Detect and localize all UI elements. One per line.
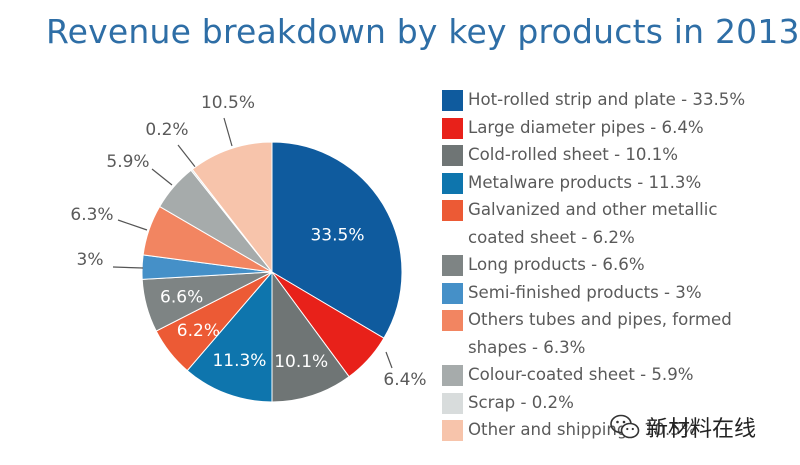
leader-line — [151, 168, 173, 186]
legend-label: Other and shipping - 10.5% — [468, 420, 697, 439]
leader-line — [117, 219, 148, 231]
legend-swatch — [442, 145, 463, 166]
slice-label: 10.5% — [201, 93, 255, 113]
leader-line — [223, 117, 233, 147]
legend-item: Cold-rolled sheet - 10.1% — [442, 141, 792, 169]
leader-line — [112, 266, 144, 269]
legend-item: Galvanized and other metallic coated she… — [442, 196, 792, 251]
legend-label: Others tubes and pipes, formed shapes - … — [468, 310, 732, 357]
legend-item: Metalware products - 11.3% — [442, 169, 792, 197]
slice-label: 6.4% — [383, 370, 426, 390]
slice-label: 0.2% — [145, 120, 188, 140]
wechat-icon — [610, 414, 640, 439]
legend-swatch — [442, 90, 463, 111]
legend-swatch — [442, 392, 463, 414]
pie-slice — [186, 270, 273, 403]
slice-label: 6.3% — [70, 205, 113, 225]
legend-item: Others tubes and pipes, formed shapes - … — [442, 306, 792, 361]
slice-label: 6.6% — [160, 287, 203, 307]
legend-item: Hot-rolled strip and plate - 33.5% — [442, 86, 792, 114]
legend-label: Semi-finished products - 3% — [468, 282, 702, 302]
legend-label: Large diameter pipes - 6.4% — [468, 117, 704, 137]
pie-slice — [271, 270, 350, 403]
legend-label: Galvanized and other metallic coated she… — [468, 200, 718, 247]
watermark-text: 新材料在线 — [646, 417, 757, 442]
legend-swatch — [442, 172, 463, 194]
slice-label: 10.1% — [274, 352, 328, 372]
slice-label: 6.2% — [177, 321, 220, 341]
slice-label: 11.3% — [212, 351, 266, 371]
slice-label: 5.9% — [106, 152, 149, 172]
legend-item: Long products - 6.6% — [442, 251, 792, 279]
slice-label: 33.5% — [310, 226, 364, 246]
legend-swatch — [442, 420, 463, 441]
legend-item: Large diameter pipes - 6.4% — [442, 114, 792, 142]
leader-line — [177, 144, 197, 169]
legend-label: Hot-rolled strip and plate - 33.5% — [468, 90, 746, 109]
watermark: 新材料在线 — [610, 412, 756, 442]
legend-label: Scrap - 0.2% — [468, 392, 574, 412]
legend-label: Colour-coated sheet - 5.9% — [468, 365, 694, 384]
slice-label: 3% — [77, 250, 104, 270]
legend: Hot-rolled strip and plate - 33.5% Large … — [442, 86, 792, 444]
leader-line — [385, 351, 393, 369]
legend-item: Scrap - 0.2% — [442, 389, 792, 417]
legend-swatch — [442, 255, 463, 276]
legend-swatch — [442, 310, 463, 331]
legend-swatch — [442, 365, 463, 386]
legend-item: Colour-coated sheet - 5.9% — [442, 361, 792, 389]
legend-swatch — [442, 200, 463, 221]
pie-slice — [271, 141, 403, 339]
legend-item: Other and shipping - 10.5% — [442, 416, 792, 444]
legend-label: Metalware products - 11.3% — [468, 172, 702, 192]
legend-label: Cold-rolled sheet - 10.1% — [468, 145, 679, 164]
legend-label: Long products - 6.6% — [468, 255, 645, 274]
legend-swatch — [442, 117, 463, 139]
legend-item: Semi-finished products - 3% — [442, 279, 792, 307]
chart-title: Revenue breakdown by key products in 201… — [46, 12, 800, 51]
pie-slice — [191, 141, 273, 274]
legend-swatch — [442, 282, 463, 304]
